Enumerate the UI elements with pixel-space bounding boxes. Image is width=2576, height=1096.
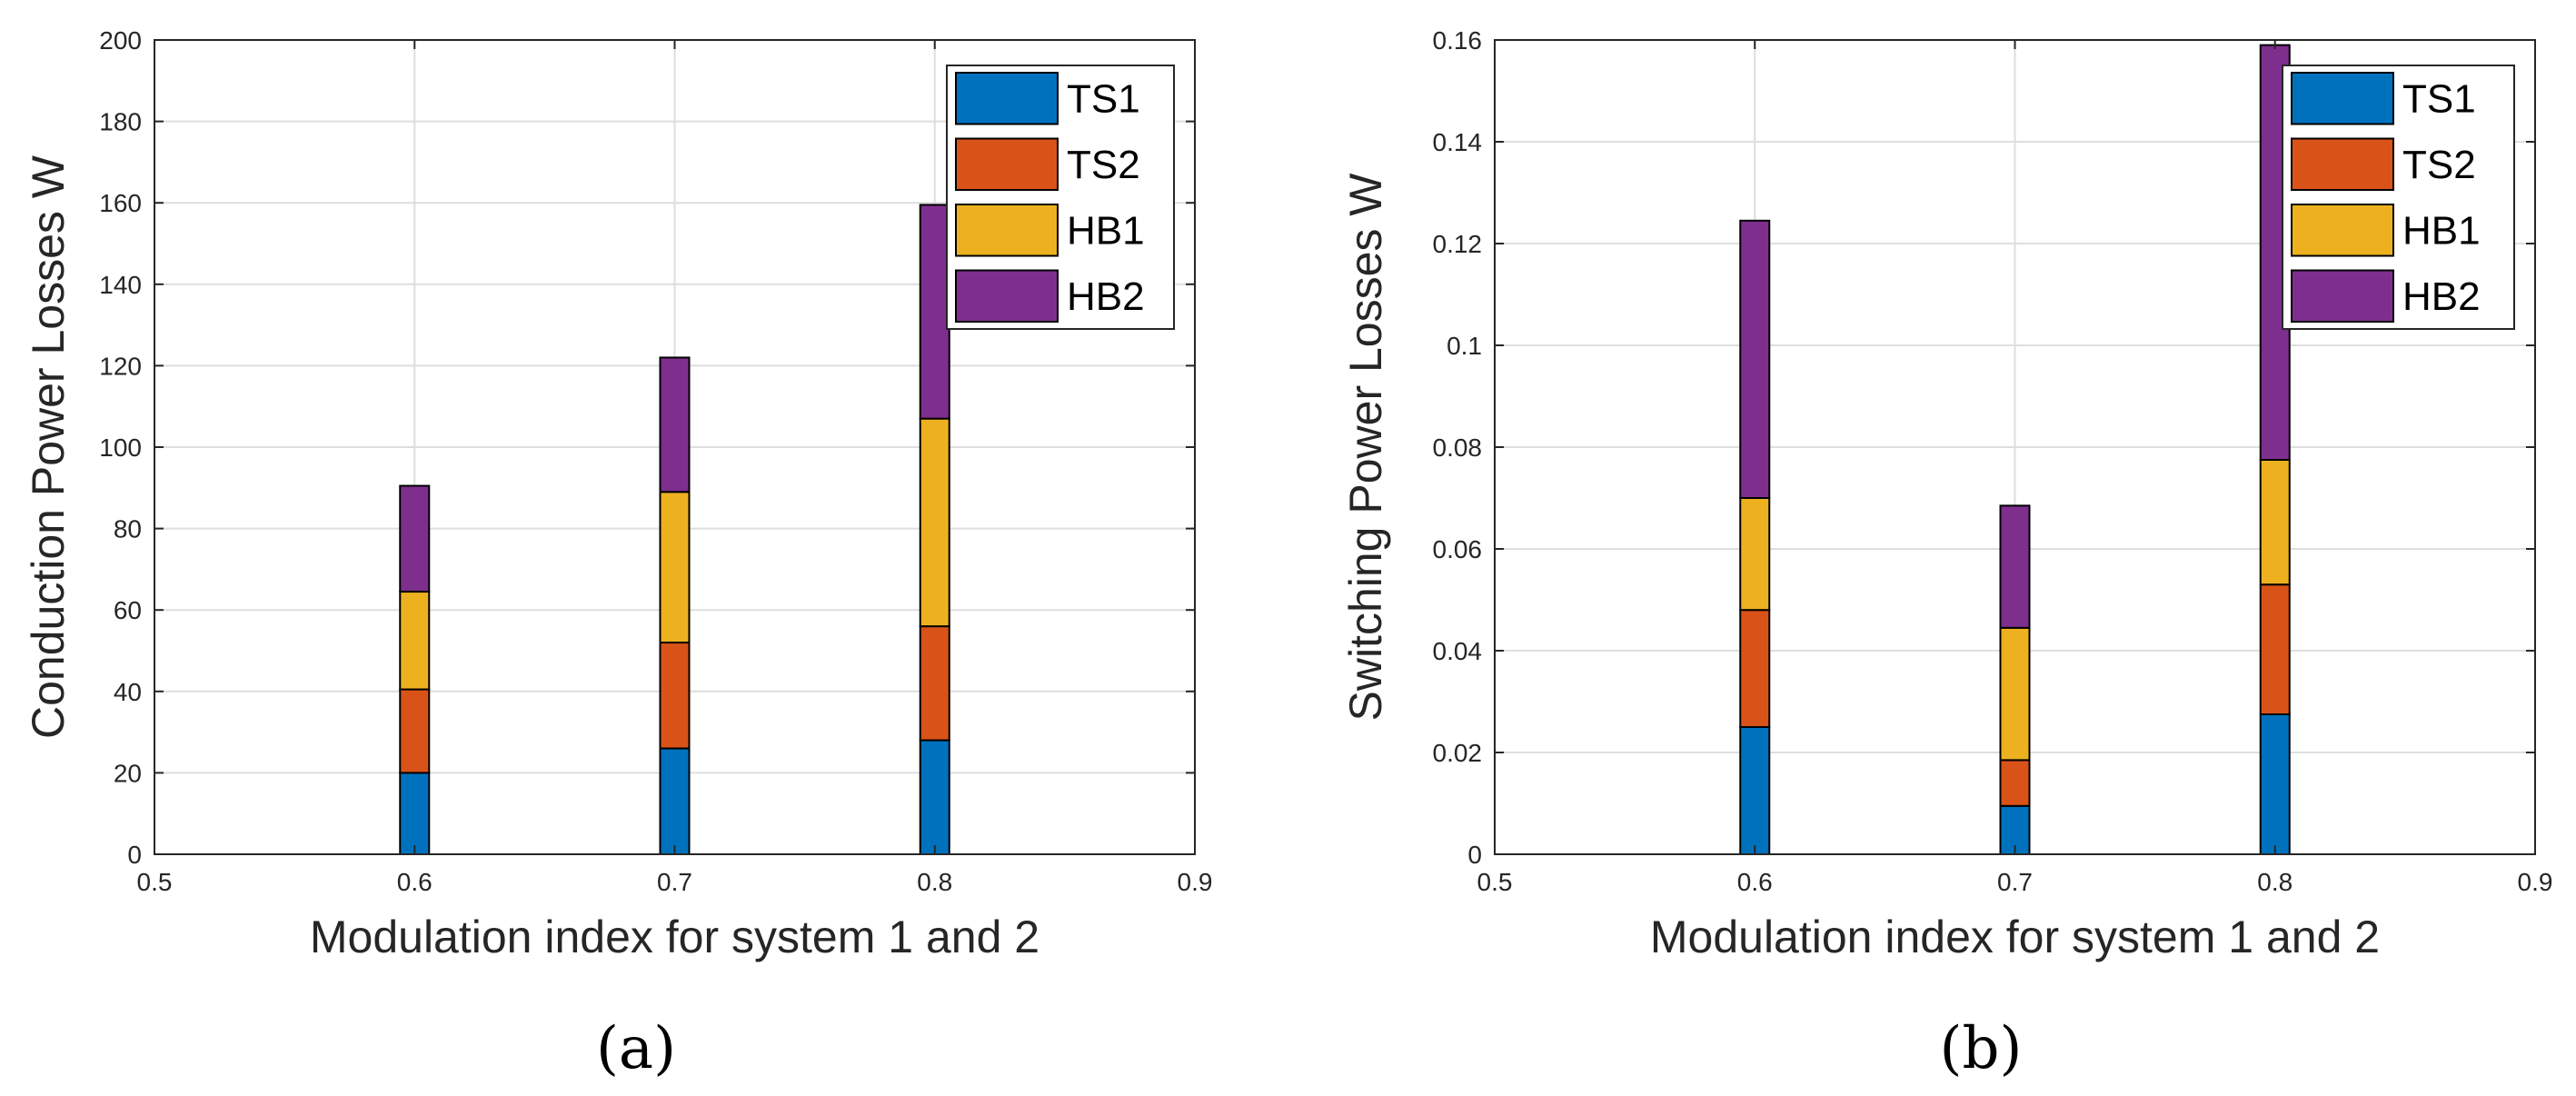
- legend-label: TS2: [2402, 143, 2476, 187]
- legend-swatch-ts1: [955, 72, 1059, 125]
- panel-label: (b): [1940, 1015, 2023, 1082]
- y-tick-label: 140: [99, 271, 142, 299]
- x-tick-label: 0.6: [1737, 868, 1773, 896]
- bar-segment-ts1: [919, 739, 950, 855]
- legend-swatch-ts2: [2291, 137, 2394, 191]
- legend-swatch-ts2: [955, 137, 1059, 191]
- legend-swatch-hb2: [955, 269, 1059, 323]
- bar-segment-hb1: [399, 591, 431, 691]
- bar-segment-hb1: [2259, 459, 2291, 586]
- legend-swatch-hb1: [2291, 204, 2394, 257]
- y-tick-label: 0.06: [1433, 535, 1483, 563]
- y-tick-label: 80: [114, 515, 142, 543]
- y-tick-label: 0.16: [1433, 26, 1483, 55]
- bar-segment-hb1: [1739, 497, 1771, 612]
- bar-segment-ts1: [659, 747, 691, 856]
- x-tick-label: 0.8: [917, 868, 952, 896]
- legend: TS1 TS2 HB1 HB2: [2282, 65, 2515, 330]
- chart-panel-a: 0.5 0.6 0.7 0.8 0.9 0 20 40 60 80 100 120 140 160 180 2…: [23, 26, 1212, 1082]
- bar-segment-hb1: [919, 417, 950, 628]
- bar-segment-hb1: [1999, 626, 2031, 762]
- x-tick-label: 0.5: [137, 868, 173, 896]
- bar-segment-hb1: [659, 491, 691, 644]
- legend-swatch-ts1: [2291, 72, 2394, 125]
- bar-segment-ts2: [1999, 759, 2031, 807]
- x-tick-label: 0.6: [397, 868, 433, 896]
- x-tick-label: 0.9: [1178, 868, 1213, 896]
- y-tick-label: 40: [114, 678, 142, 706]
- bar-segment-ts2: [1739, 609, 1771, 729]
- x-axis-label: Modulation index for system 1 and 2: [1650, 912, 2380, 962]
- legend-label: TS1: [2402, 76, 2476, 121]
- y-tick-label: 100: [99, 433, 142, 462]
- legend-label: HB2: [1067, 274, 1145, 319]
- bar-segment-hb2: [399, 484, 431, 593]
- y-tick-label: 20: [114, 759, 142, 787]
- y-tick-label: 60: [114, 596, 142, 624]
- y-tick-label: 0: [1467, 841, 1482, 869]
- bar-segment-hb2: [919, 204, 950, 420]
- x-tick-label: 0.7: [1997, 868, 2033, 896]
- bar-segment-hb2: [1739, 219, 1771, 500]
- panel-label: (a): [596, 1015, 676, 1082]
- bar-segment-ts2: [399, 688, 431, 774]
- y-tick-label: 160: [99, 189, 142, 217]
- bar-segment-hb2: [1999, 504, 2031, 629]
- bar-segment-ts2: [2259, 583, 2291, 716]
- legend-swatch-hb2: [2291, 269, 2394, 323]
- legend-label: HB1: [2402, 208, 2481, 253]
- x-axis-label: Modulation index for system 1 and 2: [310, 912, 1039, 962]
- y-axis-label: Conduction Power Losses W: [23, 154, 74, 739]
- y-tick-label: 120: [99, 352, 142, 380]
- y-axis-label: Switching Power Losses W: [1340, 173, 1391, 722]
- legend-label: TS2: [1067, 143, 1140, 187]
- legend-swatch-hb1: [955, 204, 1059, 257]
- legend: TS1 TS2 HB1 HB2: [946, 65, 1175, 330]
- y-tick-label: 0.04: [1433, 637, 1483, 665]
- x-tick-label: 0.8: [2257, 868, 2293, 896]
- y-tick-label: 0.02: [1433, 739, 1483, 767]
- bar-segment-ts2: [659, 642, 691, 750]
- y-tick-label: 0.12: [1433, 230, 1483, 258]
- bar-segment-ts1: [399, 772, 431, 856]
- y-tick-label: 180: [99, 108, 142, 136]
- y-tick-label: 200: [99, 26, 142, 55]
- legend-label: TS1: [1067, 76, 1140, 121]
- y-tick-label: 0.1: [1447, 332, 1482, 360]
- legend-label: HB2: [2402, 274, 2481, 319]
- bar-segment-ts2: [919, 625, 950, 742]
- x-tick-label: 0.5: [1477, 868, 1513, 896]
- y-tick-label: 0.14: [1433, 128, 1483, 156]
- x-tick-label: 0.9: [2518, 868, 2553, 896]
- bar-segment-hb2: [659, 356, 691, 493]
- y-tick-label: 0.08: [1433, 433, 1483, 462]
- chart-panel-b: 0.5 0.6 0.7 0.8 0.9 0 0.02 0.04 0.06 0.08 0.1 0.12 0…: [1340, 26, 2552, 1082]
- bar-segment-ts1: [1739, 726, 1771, 855]
- legend-label: HB1: [1067, 208, 1145, 253]
- bar-segment-ts1: [2259, 713, 2291, 855]
- x-tick-label: 0.7: [657, 868, 692, 896]
- y-tick-label: 0: [127, 841, 142, 869]
